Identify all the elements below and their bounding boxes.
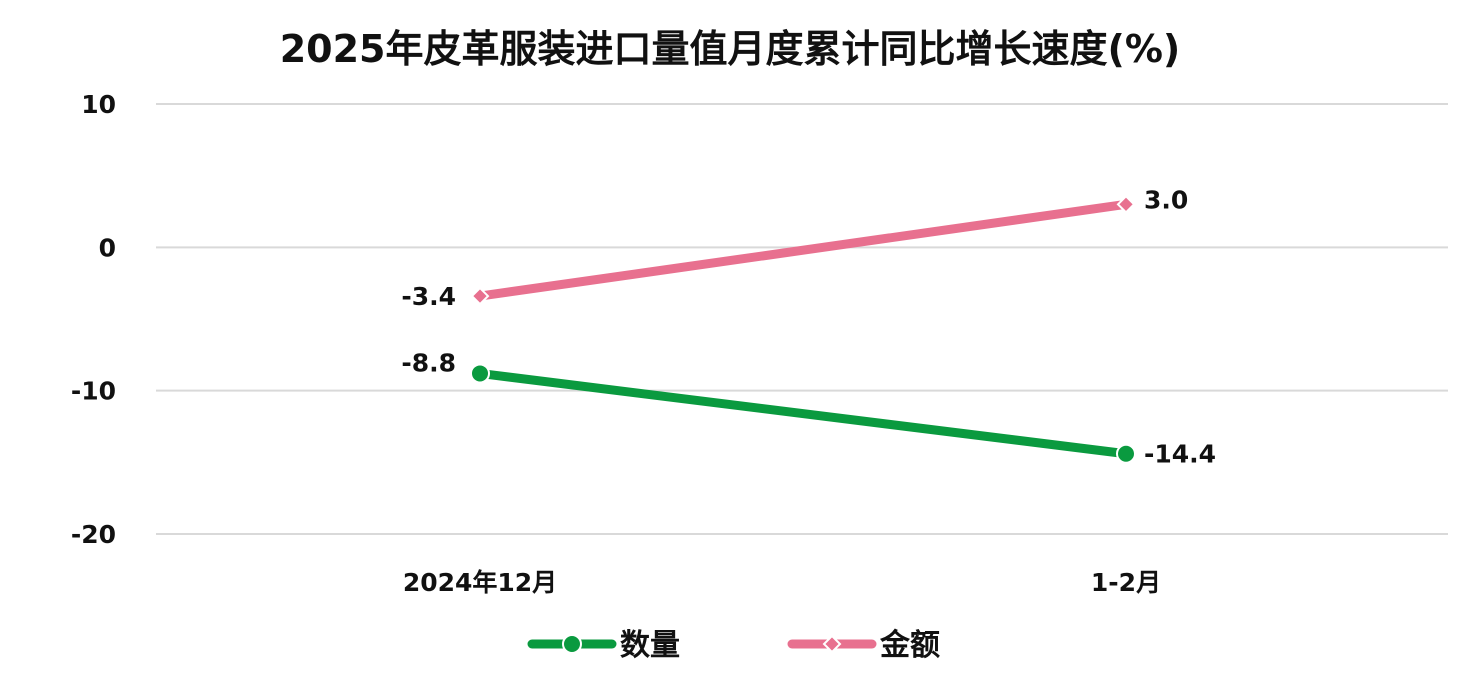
chart-title: 2025年皮革服装进口量值月度累计同比增长速度(%) bbox=[280, 27, 1181, 71]
y-axis-tick-labels: 10 0 -10 -20 bbox=[71, 90, 116, 549]
data-label: -3.4 bbox=[401, 282, 456, 311]
x-tick-label: 1-2月 bbox=[1091, 568, 1161, 597]
legend-item: 金额 bbox=[787, 628, 940, 663]
data-label: 3.0 bbox=[1144, 185, 1188, 214]
data-point-marker bbox=[1116, 194, 1136, 214]
data-label: -8.8 bbox=[401, 348, 456, 377]
data-point-marker bbox=[1116, 443, 1136, 464]
data-label: -14.4 bbox=[1144, 440, 1216, 469]
series-quantity: -8.8 -14.4 bbox=[401, 348, 1216, 468]
legend-marker bbox=[822, 634, 842, 654]
legend: 数量 金额 bbox=[527, 628, 940, 663]
legend-label: 金额 bbox=[879, 628, 940, 663]
y-tick-label: 10 bbox=[81, 90, 116, 119]
legend-item: 数量 bbox=[527, 628, 680, 663]
data-point-marker bbox=[470, 363, 490, 384]
series-amount: -3.4 3.0 bbox=[401, 185, 1188, 311]
x-tick-label: 2024年12月 bbox=[403, 568, 557, 597]
legend-marker bbox=[562, 634, 582, 654]
y-tick-label: -10 bbox=[71, 377, 116, 406]
data-point-marker bbox=[470, 286, 490, 306]
series-lines: -8.8 -14.4 -3.4 3.0 bbox=[401, 185, 1216, 468]
y-tick-label: 0 bbox=[99, 233, 116, 262]
series-line bbox=[475, 368, 1131, 459]
y-tick-label: -20 bbox=[71, 520, 116, 549]
gridlines bbox=[156, 103, 1448, 535]
legend-label: 数量 bbox=[620, 628, 680, 663]
series-line bbox=[475, 199, 1131, 301]
x-axis-tick-labels: 2024年12月 1-2月 bbox=[403, 568, 1161, 597]
